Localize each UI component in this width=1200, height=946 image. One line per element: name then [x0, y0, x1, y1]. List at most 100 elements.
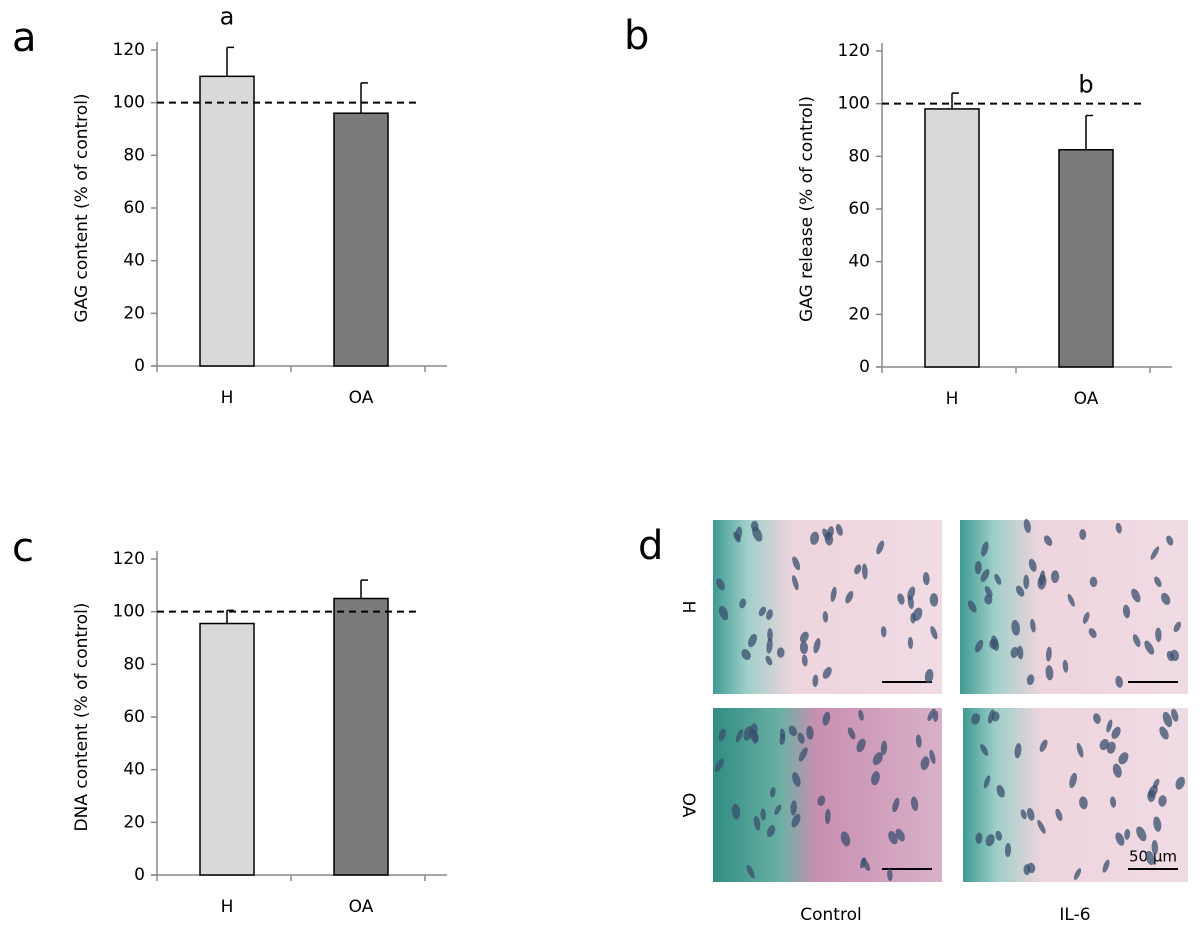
nucleus [1079, 529, 1087, 540]
nucleus [1171, 708, 1179, 722]
y-tick-label: 60 [123, 198, 145, 218]
nucleus [716, 578, 725, 591]
y-axis-label: GAG content (% of control) [72, 93, 92, 322]
panel-label: c [12, 525, 34, 571]
nucleus [856, 738, 866, 753]
nucleus [714, 758, 724, 772]
y-tick-label: 0 [859, 357, 870, 377]
bar [199, 75, 255, 367]
nucleus [930, 626, 938, 640]
nucleus [822, 528, 831, 541]
y-axis-label: GAG release (% of control) [797, 96, 817, 322]
nucleus [1079, 796, 1088, 810]
nucleus [1102, 859, 1110, 873]
nucleus [806, 725, 814, 740]
bar [333, 597, 389, 876]
nucleus [822, 666, 832, 679]
nucleus [854, 564, 862, 575]
y-tick-label: 60 [848, 199, 870, 219]
y-tick-label: 120 [838, 41, 870, 61]
x-tick-label: OA [349, 897, 374, 917]
nucleus [858, 709, 864, 721]
y-tick-label: 20 [848, 304, 870, 324]
nucleus [984, 594, 993, 605]
nucleus [1055, 808, 1063, 821]
nucleus [980, 569, 990, 582]
nucleus [1161, 592, 1171, 605]
column-label: Control [800, 905, 861, 925]
nucleus [813, 638, 821, 654]
nucleus [880, 626, 887, 638]
nucleus [824, 808, 831, 825]
nucleus [766, 609, 773, 620]
nucleus [1145, 850, 1155, 866]
nucleus [835, 524, 843, 536]
nucleus [888, 831, 898, 845]
y-tick-label: 80 [123, 654, 145, 674]
nucleus [967, 600, 977, 613]
y-tick-label: 20 [123, 812, 145, 832]
nucleus [1099, 739, 1109, 751]
nucleus [1020, 809, 1027, 820]
nucleus [766, 825, 776, 837]
nucleus [910, 612, 916, 624]
nucleus [887, 868, 893, 881]
nucleus [845, 591, 854, 604]
y-tick-label: 120 [113, 40, 145, 60]
row-label: OA [678, 793, 698, 818]
nucleus [990, 635, 999, 652]
nucleus [1073, 868, 1082, 880]
nucleus [974, 561, 982, 575]
nucleus [975, 832, 983, 844]
nucleus [1115, 675, 1123, 688]
column-label: IL-6 [1059, 905, 1090, 925]
nucleus [1112, 763, 1122, 778]
nucleus [1043, 535, 1053, 546]
nucleus [929, 749, 936, 765]
nucleus [1045, 646, 1052, 662]
nucleus [790, 800, 797, 816]
nucleus [1162, 711, 1173, 728]
micrograph [713, 520, 942, 694]
y-tick-label: 100 [113, 602, 145, 622]
micrograph [960, 520, 1188, 694]
nucleus [760, 808, 766, 821]
nucleus [741, 649, 751, 660]
nucleus [1004, 842, 1012, 858]
nucleus [1106, 719, 1113, 733]
y-tick-label: 100 [838, 94, 870, 114]
nucleus [1014, 743, 1022, 759]
nucleus [974, 639, 984, 653]
nucleus [927, 708, 936, 722]
nucleus [799, 631, 809, 643]
nucleus [1173, 621, 1182, 633]
nucleus [792, 772, 801, 787]
nucleus [1011, 619, 1021, 636]
significance-label: b [1078, 71, 1093, 99]
nucleus [995, 830, 1003, 841]
nucleus [817, 795, 826, 806]
nucleus [1028, 558, 1037, 572]
nucleus [922, 572, 930, 586]
nucleus [1037, 819, 1046, 834]
bar [333, 112, 389, 367]
nucleus [731, 803, 741, 820]
nucleus [750, 520, 759, 532]
nucleus [1017, 645, 1024, 660]
nucleus [1089, 576, 1098, 588]
nucleus [996, 784, 1005, 798]
nucleus [1045, 665, 1054, 681]
nucleus [1076, 742, 1084, 758]
y-tick-label: 20 [123, 303, 145, 323]
nucleus [779, 733, 786, 746]
nucleus [1037, 574, 1047, 590]
y-tick-label: 40 [123, 251, 145, 271]
nucleus [767, 628, 773, 642]
panel-label: a [12, 15, 37, 61]
nucleus [1115, 522, 1122, 534]
nucleus [1170, 649, 1180, 662]
y-tick-label: 120 [113, 549, 145, 569]
nucleus [1175, 776, 1185, 790]
nucleus [812, 674, 819, 688]
nucleus [770, 786, 776, 798]
